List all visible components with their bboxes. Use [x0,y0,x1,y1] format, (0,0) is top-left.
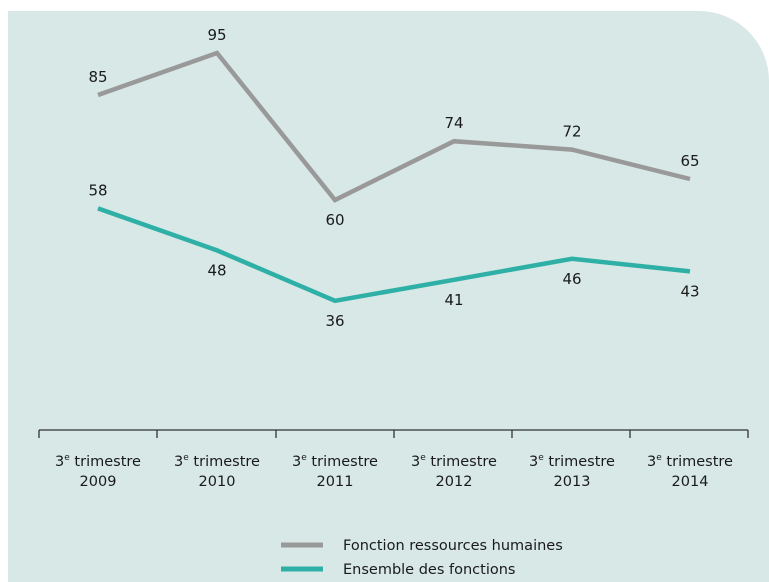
data-label: 36 [325,312,344,330]
chart-panel [8,11,769,582]
data-label: 60 [325,211,344,229]
x-tick-label-year: 2014 [672,474,709,490]
data-label: 65 [680,152,699,170]
series-line-1 [97,50,691,203]
x-tick-label: 3e trimestre [55,453,141,470]
x-tick-label: 3e trimestre [174,453,260,470]
x-tick-label: 3e trimestre [529,453,615,470]
x-tick-label: 3e trimestre [411,453,497,470]
x-tick-labels: 3e trimestre 2009 3e trimestre 2010 3e trime… [55,453,733,490]
legend-item-2: Ensemble des fonctions [281,562,515,578]
x-tick-label-year: 2010 [199,474,236,490]
data-label: 43 [680,282,699,300]
data-label: 48 [207,261,226,279]
x-axis [38,429,749,438]
data-label: 74 [444,114,463,132]
data-label: 46 [562,270,581,288]
data-label: 41 [444,291,463,309]
x-tick-label-year: 2009 [80,474,117,490]
data-label: 58 [88,181,107,199]
x-tick-label: 3e trimestre [647,453,733,470]
data-label: 72 [562,123,581,141]
legend-label: Fonction ressources humaines [343,538,563,554]
x-tick-label-year: 2012 [436,474,473,490]
legend: Fonction ressources humaines Ensemble des… [281,538,563,578]
x-tick-label-year: 2011 [317,474,354,490]
legend-item-1: Fonction ressources humaines [281,538,563,554]
x-tick-label: 3e trimestre [292,453,378,470]
data-label: 85 [88,68,107,86]
legend-label: Ensemble des fonctions [343,562,515,578]
data-label: 95 [207,26,226,44]
series-line-2 [97,206,691,304]
data-labels: 85 95 60 74 72 65 58 48 36 41 46 43 [88,26,699,330]
series-layer [97,50,691,304]
x-tick-label-year: 2013 [554,474,591,490]
